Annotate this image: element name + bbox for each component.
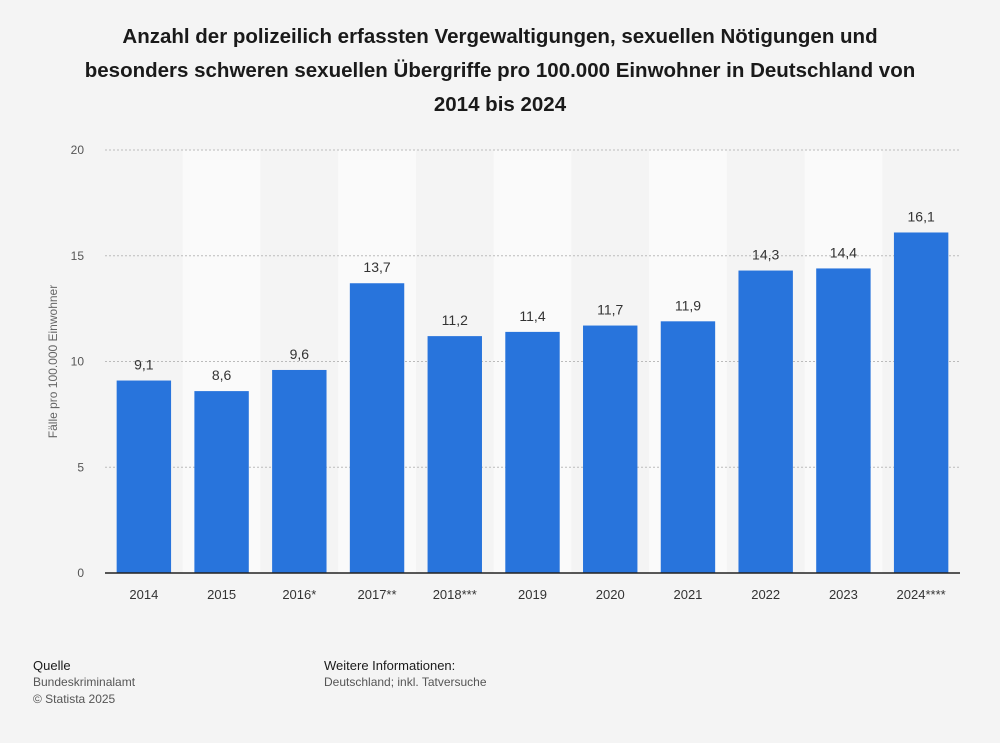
bar (116, 380, 172, 573)
x-tick-label: 2023 (829, 587, 858, 602)
y-tick-label: 0 (77, 566, 84, 580)
data-label: 14,3 (752, 247, 779, 263)
bar (349, 283, 405, 573)
y-tick-label: 15 (71, 249, 85, 263)
title-line: 2014 bis 2024 (433, 93, 567, 116)
data-label: 11,9 (675, 297, 701, 313)
bar (583, 325, 638, 573)
data-label: 9,1 (134, 357, 154, 373)
x-tick-label: 2021 (673, 587, 702, 602)
bar (660, 321, 716, 573)
data-label: 14,4 (830, 244, 857, 260)
data-label: 11,7 (597, 302, 623, 318)
bar (194, 391, 249, 573)
chart-title: Anzahl der polizeilich erfassten Vergewa… (60, 20, 940, 122)
bar (816, 268, 871, 573)
data-label: 13,7 (363, 259, 390, 275)
y-tick-label: 20 (71, 143, 85, 157)
bar (738, 270, 793, 573)
x-tick-label: 2018*** (433, 587, 477, 602)
data-label: 11,2 (442, 312, 468, 328)
data-label: 9,6 (290, 346, 310, 362)
info-text: Deutschland; inkl. Tatversuche (324, 675, 487, 689)
bar (505, 331, 560, 573)
x-tick-label: 2024**** (897, 587, 946, 602)
data-label: 8,6 (212, 367, 232, 383)
data-label: 11,4 (519, 308, 545, 324)
x-tick-label: 2017** (358, 587, 397, 602)
source-heading: Quelle (33, 658, 71, 673)
bar (427, 336, 482, 573)
x-tick-label: 2014 (129, 587, 158, 602)
data-label: 16,1 (908, 208, 935, 224)
y-tick-label: 10 (71, 355, 85, 369)
info-heading: Weitere Informationen: (324, 658, 456, 673)
y-axis-label: Fälle pro 100.000 Einwohner (46, 285, 60, 438)
copyright: © Statista 2025 (33, 692, 116, 706)
source-block: Quelle Bundeskriminalamt © Statista 2025 (33, 657, 135, 708)
x-tick-label: 2020 (596, 587, 625, 602)
x-tick-label: 2022 (751, 587, 780, 602)
y-tick-label: 5 (77, 460, 84, 474)
x-tick-label: 2015 (207, 587, 236, 602)
source-name: Bundeskriminalamt (33, 675, 136, 689)
x-tick-label: 2016* (282, 587, 316, 602)
title-line: Anzahl der polizeilich erfassten Vergewa… (122, 25, 878, 48)
x-tick-label: 2019 (518, 587, 547, 602)
bar (893, 232, 949, 574)
bar-chart: 0 5 10 15 20 Fälle pro 100.000 Einwohner 9,1 20… (46, 143, 960, 602)
title-line: besonders schweren sexuellen Übergriffe … (84, 59, 916, 82)
info-block: Weitere Informationen: Deutschland; inkl… (324, 657, 487, 691)
bar (272, 369, 327, 573)
